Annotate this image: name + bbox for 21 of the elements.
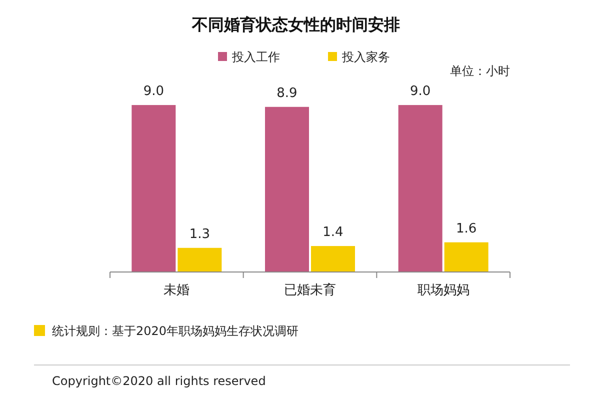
x-tick-label: 职场妈妈 xyxy=(417,283,470,298)
data-label: 1.4 xyxy=(322,225,344,240)
data-label: 1.3 xyxy=(189,226,210,242)
text: Copyright©2020 all rights reserved xyxy=(52,374,266,388)
bar xyxy=(265,106,309,272)
data-label: 1.6 xyxy=(456,221,477,236)
bar xyxy=(444,242,488,272)
x-tick-label: 已婚未育 xyxy=(284,282,336,298)
bar xyxy=(178,248,222,272)
data-label: 8.9 xyxy=(276,86,298,101)
bar xyxy=(311,246,355,272)
bar xyxy=(132,105,176,272)
data-label: 9.0 xyxy=(143,84,164,100)
data-label: 9.0 xyxy=(410,84,431,100)
bar xyxy=(398,105,442,272)
text: 单位：小时 xyxy=(450,64,510,78)
legend-label: 投入工作 xyxy=(231,50,280,64)
chart-title: 不同婚育状态女性的时间安排 xyxy=(191,15,400,34)
x-tick-label: 未婚 xyxy=(164,283,190,298)
text: 统计规则：基于2020年职场妈妈生存状况调研 xyxy=(52,324,299,338)
legend-label: 投入家务 xyxy=(341,50,390,64)
